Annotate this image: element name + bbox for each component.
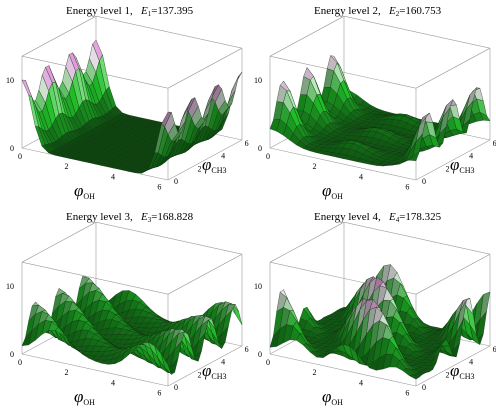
y-tick-label: 6	[493, 345, 496, 354]
y-tick-label: 2	[198, 370, 202, 379]
z-tick-label: 0	[10, 144, 14, 153]
y-tick-label: 4	[221, 358, 225, 367]
y-tick-label: 0	[422, 383, 426, 392]
y-tick-label: 2	[446, 370, 450, 379]
surface-patch	[21, 79, 33, 98]
surface-mesh	[269, 55, 491, 167]
x-axis-label: φOH	[322, 387, 343, 407]
y-tick-label: 0	[174, 177, 178, 186]
title-prefix: Energy level 1,	[66, 5, 141, 17]
panel-energy-level-2: Energy level 2, E2=160.75301002460246φOH…	[254, 5, 496, 201]
surface-mesh	[269, 264, 491, 380]
panel-energy-level-3: Energy level 3, E3=168.828 0 10 0 2 4 6 0 2 4 6 φOH…	[6, 211, 249, 407]
z-tick-label: 10	[6, 76, 14, 85]
title-energy-symbol: E	[140, 5, 148, 17]
title-prefix: Energy level 3,	[66, 211, 141, 223]
z-tick-label: 0	[258, 350, 262, 359]
z-tick-label: 0	[10, 350, 14, 359]
x-tick-label: 0	[266, 152, 270, 161]
x-axis-label: φOH	[74, 387, 95, 407]
y-axis-label: φCH3	[450, 361, 475, 381]
title-energy-symbol: E	[140, 211, 148, 223]
x-tick-label: 2	[64, 368, 68, 377]
x-axis-label: φOH	[74, 181, 95, 201]
x-tick-label: 0	[18, 358, 22, 367]
y-tick-label: 6	[245, 139, 249, 148]
surface-patch	[409, 151, 420, 161]
title-energy-index: 4	[396, 216, 400, 224]
surface-patch	[161, 354, 172, 375]
surface-patch	[408, 374, 420, 380]
y-tick-label: 2	[446, 164, 450, 173]
title-energy-symbol: E	[388, 5, 396, 17]
title-energy-index: 3	[148, 216, 152, 224]
y-axis-label: φCH3	[202, 361, 227, 381]
y-tick-label: 4	[469, 152, 473, 161]
z-tick-label: 0	[258, 144, 262, 153]
panel-title: Energy level 2, E2=160.753	[314, 5, 442, 18]
x-tick-label: 4	[359, 172, 363, 181]
title-energy-symbol: E	[388, 211, 396, 223]
panel-title: Energy level 4, E4=178.325	[314, 211, 442, 224]
title-energy-index: 1	[148, 10, 152, 18]
y-tick-label: 6	[245, 345, 249, 354]
panel-energy-level-4: Energy level 4, E4=178.32501002460246φOH…	[254, 211, 496, 407]
x-tick-label: 6	[157, 389, 161, 398]
surface-mesh	[21, 276, 243, 375]
z-tick-label: 10	[254, 76, 262, 85]
panel-energy-level-1: Energy level 1, E1=137.395 0 10 0 2 4 6 0 2 4 6 φOH…	[6, 5, 249, 201]
y-tick-label: 4	[221, 152, 225, 161]
x-tick-label: 6	[405, 183, 409, 192]
title-energy-value: =160.753	[399, 5, 441, 17]
title-prefix: Energy level 2,	[314, 5, 389, 17]
y-axis-label: φCH3	[450, 155, 475, 175]
x-tick-label: 2	[312, 368, 316, 377]
surface-mesh	[21, 39, 243, 174]
title-energy-index: 2	[396, 10, 400, 18]
panel-title: Energy level 3, E3=168.828	[66, 211, 194, 224]
x-tick-label: 4	[111, 378, 115, 387]
x-tick-label: 4	[359, 378, 363, 387]
title-energy-value: =168.828	[151, 211, 193, 223]
y-tick-label: 2	[198, 164, 202, 173]
surface-patch	[228, 75, 239, 102]
z-tick-label: 10	[254, 282, 262, 291]
y-axis-label: φCH3	[202, 155, 227, 175]
y-tick-label: 4	[469, 358, 473, 367]
panel-title: Energy level 1, E1=137.395	[66, 5, 194, 18]
x-axis-label: φOH	[322, 181, 343, 201]
z-tick-label: 10	[6, 282, 14, 291]
title-prefix: Energy level 4,	[314, 211, 389, 223]
x-tick-label: 0	[18, 152, 22, 161]
surface-patch	[161, 111, 172, 127]
x-tick-label: 4	[111, 172, 115, 181]
y-tick-label: 0	[174, 383, 178, 392]
x-tick-label: 0	[266, 358, 270, 367]
x-tick-label: 6	[405, 389, 409, 398]
x-tick-label: 2	[64, 162, 68, 171]
title-energy-value: =178.325	[399, 211, 441, 223]
x-tick-label: 2	[312, 162, 316, 171]
y-tick-label: 0	[422, 177, 426, 186]
title-energy-value: =137.395	[151, 5, 193, 17]
y-tick-label: 6	[493, 139, 496, 148]
x-tick-label: 6	[157, 183, 161, 192]
